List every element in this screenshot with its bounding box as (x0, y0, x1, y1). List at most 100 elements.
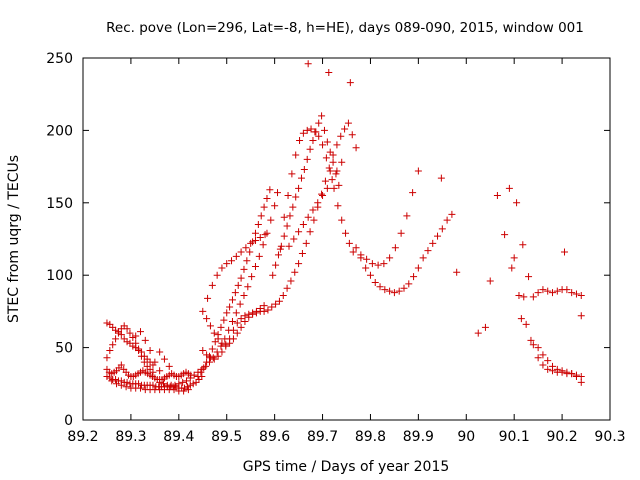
data-point (204, 294, 212, 302)
x-tick-label: 89.6 (259, 429, 290, 445)
data-point (245, 313, 253, 321)
data-point (522, 320, 530, 328)
data-point (577, 291, 585, 299)
data-point (156, 378, 164, 386)
data-point (109, 341, 117, 349)
data-point (256, 234, 264, 242)
data-point (335, 181, 343, 189)
data-point (329, 151, 337, 159)
data-point (266, 186, 274, 194)
data-point (232, 252, 240, 260)
data-point (180, 387, 188, 395)
data-point (156, 348, 164, 356)
data-point (443, 216, 451, 224)
data-point (123, 378, 131, 386)
data-point (289, 203, 297, 211)
data-point (341, 125, 349, 133)
data-point (126, 329, 134, 337)
data-point (297, 174, 305, 182)
x-tick-label: 89.7 (307, 429, 338, 445)
data-point (199, 346, 207, 354)
data-point (437, 174, 445, 182)
plot-area-border (82, 57, 611, 421)
data-point (410, 273, 418, 281)
data-point (366, 271, 374, 279)
data-point (429, 239, 437, 247)
data-point (311, 128, 319, 136)
y-tick-label: 50 (55, 341, 73, 357)
data-point (306, 145, 314, 153)
data-point (390, 289, 398, 297)
data-point (108, 377, 116, 385)
data-point (318, 112, 326, 120)
data-point (397, 229, 405, 237)
data-point (226, 339, 234, 347)
data-point (344, 119, 352, 127)
x-axis-label: GPS time / Days of year 2015 (243, 459, 450, 475)
data-point (132, 339, 140, 347)
data-point (333, 141, 341, 149)
data-point (326, 148, 334, 156)
data-point (109, 323, 117, 331)
data-point (371, 278, 379, 286)
data-point (299, 129, 307, 137)
data-point (539, 351, 547, 359)
data-point (345, 239, 353, 247)
data-point (505, 184, 513, 192)
data-point (218, 339, 226, 347)
data-point (376, 283, 384, 291)
data-point (513, 199, 521, 207)
data-point (251, 263, 259, 271)
data-point (233, 319, 241, 327)
chart-title: Rec. pove (Lon=296, Lat=-8, h=HE), days … (106, 20, 584, 36)
data-point (295, 228, 303, 236)
data-point (279, 291, 287, 299)
data-point (135, 380, 143, 388)
data-point (263, 194, 271, 202)
data-point (268, 303, 276, 311)
data-point (280, 232, 288, 240)
data-point (414, 167, 422, 175)
data-point (328, 176, 336, 184)
data-point (255, 252, 263, 260)
data-point (534, 289, 542, 297)
data-point (424, 247, 432, 255)
x-tick-label: 89.4 (163, 429, 194, 445)
data-point (120, 322, 128, 330)
data-point (577, 378, 585, 386)
data-point (291, 268, 299, 276)
data-point (321, 177, 329, 185)
data-point (274, 251, 282, 259)
data-point (248, 273, 256, 281)
data-point (332, 170, 340, 178)
data-point (141, 336, 149, 344)
tick-labels: 89.2 89.3 89.4 89.5 89.6 89.7 89.8 89.9 90 90.1 90… (46, 51, 625, 445)
data-point (352, 144, 360, 152)
data-point (140, 358, 148, 366)
data-point (274, 189, 282, 197)
data-point (194, 373, 202, 381)
x-tick-label: 89.3 (115, 429, 146, 445)
data-point (203, 315, 211, 323)
data-point (346, 79, 354, 87)
data-point (179, 378, 187, 386)
data-point (260, 203, 268, 211)
data-point (549, 362, 557, 370)
data-point (231, 289, 239, 297)
data-point (236, 300, 244, 308)
data-point (120, 335, 128, 343)
data-point (184, 386, 192, 394)
data-point (519, 241, 527, 249)
data-point (199, 307, 207, 315)
data-point (170, 386, 178, 394)
data-point (527, 336, 535, 344)
data-point (246, 248, 254, 256)
y-tick-label: 250 (46, 51, 73, 67)
data-point (271, 202, 279, 210)
data-point (563, 286, 571, 294)
data-point (314, 199, 322, 207)
data-point (175, 380, 183, 388)
data-point (222, 341, 230, 349)
data-point (220, 316, 228, 324)
